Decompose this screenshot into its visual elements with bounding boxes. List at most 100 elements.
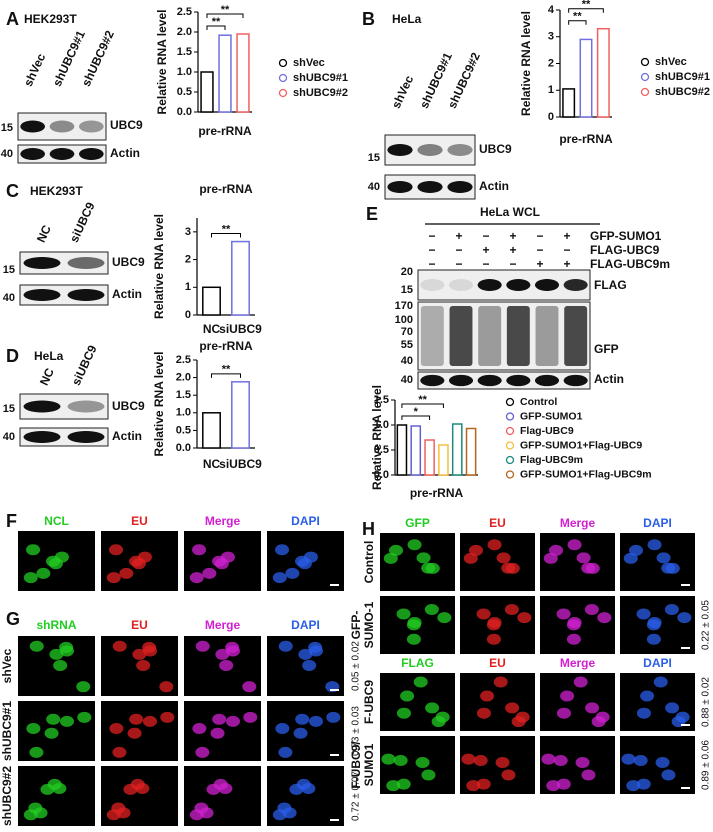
nucleus (77, 711, 92, 723)
condition-sign: − (455, 257, 462, 271)
nucleus (396, 707, 411, 719)
nucleus (285, 567, 300, 579)
nucleus (142, 645, 157, 657)
nucleus (553, 755, 568, 767)
nucleus (560, 690, 575, 702)
mw-marker: 15 (368, 152, 380, 164)
blot-band (506, 374, 531, 387)
nucleus (199, 807, 214, 819)
nucleus (192, 544, 207, 556)
nucleus (661, 769, 676, 781)
nucleus (640, 690, 655, 702)
channel-label: DAPI (291, 514, 320, 528)
y-tick-label: 2.5 (176, 354, 191, 366)
nucleus (243, 711, 258, 723)
nucleus (396, 608, 411, 620)
nucleus (636, 778, 651, 790)
blot-band (420, 374, 445, 387)
row-label: SUMO1 (362, 743, 376, 786)
nucleus (219, 659, 234, 671)
nucleus (585, 702, 600, 714)
nucleus (215, 648, 230, 660)
nucleus (53, 659, 68, 671)
nucleus (486, 633, 501, 645)
nucleus (504, 604, 519, 616)
row-label: shUBC9#2 (0, 766, 14, 826)
nucleus (59, 715, 74, 727)
nucleus (581, 769, 596, 781)
nucleus (76, 681, 91, 693)
nucleus (46, 713, 61, 725)
legend-label: shVec (655, 56, 687, 68)
nucleus (480, 690, 495, 702)
y-tick-label: 1.5 (374, 394, 389, 406)
row-label: shVec (0, 648, 14, 683)
bar (396, 424, 408, 476)
nucleus (647, 539, 662, 551)
y-tick-label: 4 (548, 4, 555, 16)
legend-marker (640, 57, 650, 67)
nucleus (487, 539, 502, 551)
legend-marker (640, 87, 650, 97)
nucleus (383, 552, 398, 564)
y-axis-label: Relative RNA level (155, 10, 169, 115)
nucleus (501, 562, 516, 574)
row-label: F-UBC9/ (349, 741, 363, 789)
nucleus (326, 711, 341, 723)
condition-sign: − (536, 243, 543, 257)
nucleus (393, 755, 408, 767)
channel-label: NCL (44, 514, 69, 528)
mw-marker: 40 (401, 355, 413, 367)
nucleus (36, 567, 51, 579)
x-tick-label: siUBC9 (219, 322, 262, 336)
nucleus (44, 727, 59, 739)
row-label: SUMO-1 (362, 601, 376, 648)
nucleus (195, 640, 210, 652)
nucleus (636, 707, 651, 719)
blot-band (20, 148, 45, 160)
nucleus (515, 711, 530, 723)
blot-band (448, 374, 474, 387)
nucleus (633, 755, 648, 767)
nucleus (646, 633, 661, 645)
blot-band (387, 144, 413, 156)
nucleus (626, 780, 641, 792)
nucleus (308, 715, 323, 727)
quantification: 0.88 ± 0.02 (701, 677, 712, 727)
channel-label: shRNA (36, 618, 76, 632)
nucleus (407, 616, 422, 628)
quantification: 0.22 ± 0.05 (701, 600, 712, 650)
nucleus (282, 807, 297, 819)
nucleus (496, 552, 511, 564)
mw-marker: 170 (395, 300, 413, 312)
blot-band (534, 279, 560, 291)
band-label: Actin (110, 146, 140, 160)
blot-strip (417, 269, 591, 301)
channel-label: Merge (560, 516, 596, 530)
significance-bracket (568, 8, 604, 13)
y-tick-label: 0 (548, 111, 554, 123)
nucleus (210, 727, 225, 739)
legend-label: shUBC9#1 (655, 71, 710, 83)
nucleus (136, 659, 151, 671)
y-tick-label: 0.5 (374, 444, 389, 456)
blot-band (563, 279, 588, 291)
blot-band (23, 289, 61, 301)
panel-letter: H (362, 519, 375, 539)
significance-bracket (211, 373, 241, 378)
blot-band (23, 431, 61, 443)
mw-marker: 15 (3, 403, 15, 415)
y-tick-label: 3 (185, 226, 191, 238)
bar (579, 38, 593, 118)
nucleus (29, 640, 44, 652)
y-axis-label: Relative RNA level (519, 11, 533, 116)
quantification: 0.89 ± 0.06 (701, 740, 712, 790)
nucleus (664, 604, 679, 616)
blot-band (79, 148, 104, 160)
nucleus (476, 608, 491, 620)
blot-band (49, 120, 75, 133)
nucleus (278, 746, 293, 758)
nucleus (195, 746, 210, 758)
channel-label: DAPI (643, 656, 672, 670)
condition-sign: + (455, 229, 462, 243)
